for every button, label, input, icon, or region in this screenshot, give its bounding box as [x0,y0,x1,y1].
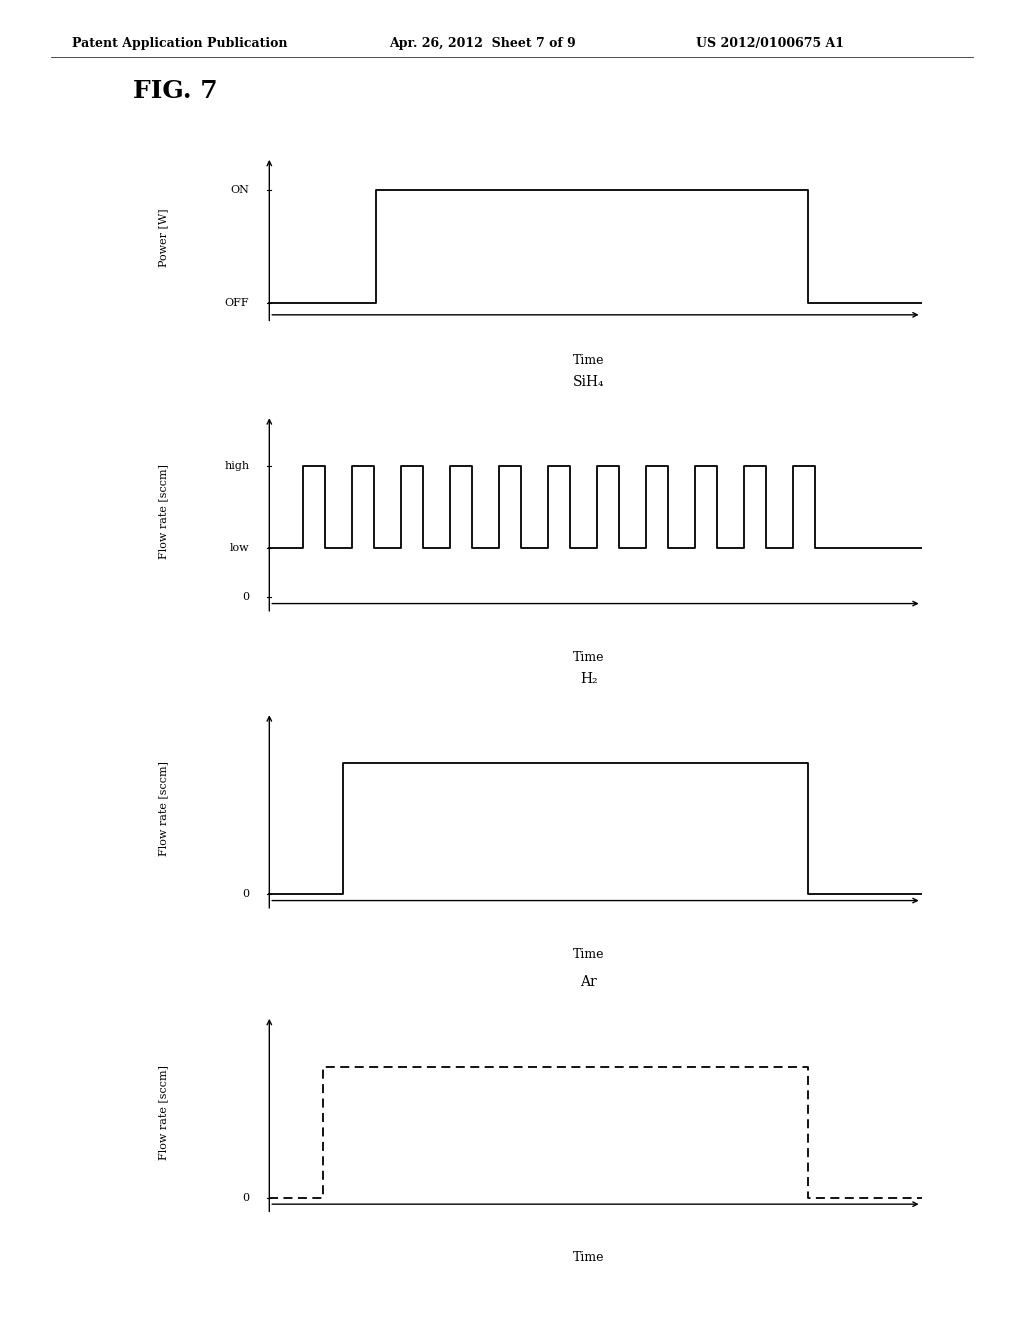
Text: Power [W]: Power [W] [158,209,168,267]
Text: OFF: OFF [224,298,250,308]
Text: Time: Time [573,651,604,664]
Text: high: high [224,462,250,471]
Text: H₂: H₂ [580,672,598,686]
Text: ON: ON [230,185,250,194]
Text: low: low [229,544,250,553]
Text: Flow rate [sccm]: Flow rate [sccm] [158,1065,168,1159]
Text: SiH₄: SiH₄ [573,375,604,388]
Text: US 2012/0100675 A1: US 2012/0100675 A1 [696,37,845,50]
Text: Patent Application Publication: Patent Application Publication [72,37,287,50]
Text: 0: 0 [243,890,250,899]
Text: FIG. 7: FIG. 7 [133,79,218,103]
Text: Flow rate [sccm]: Flow rate [sccm] [158,762,168,855]
Text: Time: Time [573,1251,604,1265]
Text: Flow rate [sccm]: Flow rate [sccm] [158,465,168,558]
Text: Time: Time [573,948,604,961]
Text: 0: 0 [243,1193,250,1203]
Text: Ar: Ar [581,975,597,990]
Text: 0: 0 [243,593,250,602]
Text: Time: Time [573,354,604,367]
Text: Apr. 26, 2012  Sheet 7 of 9: Apr. 26, 2012 Sheet 7 of 9 [389,37,575,50]
